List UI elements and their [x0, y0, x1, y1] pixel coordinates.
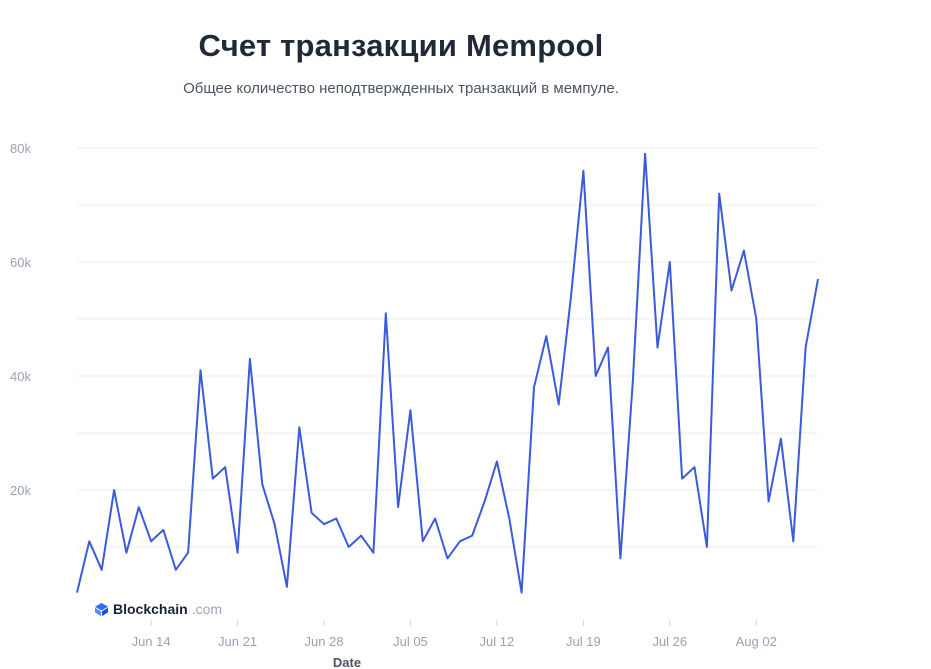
y-tick-label: 20k [10, 483, 31, 498]
chart-subtitle: Общее количество неподтвержденных транза… [183, 80, 619, 97]
logo-name: Blockchain [113, 601, 188, 617]
x-tick-label: Jul 05 [393, 634, 428, 649]
y-tick-label: 40k [10, 369, 31, 384]
x-tick-label: Jun 28 [304, 634, 343, 649]
grid-lines [77, 147, 818, 548]
x-tick-label: Jul 26 [652, 634, 687, 649]
blockchain-logo-icon [94, 602, 109, 616]
x-axis-title: Date [333, 655, 361, 669]
series-line[interactable] [76, 152, 819, 594]
logo-suffix: .com [191, 601, 223, 617]
y-axis-labels: 20k 40k 60k 80k [10, 141, 31, 498]
x-tick-label: Jun 14 [132, 634, 171, 649]
x-tick-label: Aug 02 [736, 634, 777, 649]
x-tick-label: Jul 12 [480, 634, 515, 649]
chart-title: Счет транзакции Mempool [198, 28, 604, 63]
y-tick-label: 60k [10, 255, 31, 270]
blockchain-logo[interactable]: Blockchain .com [94, 601, 222, 617]
y-tick-label: 80k [10, 141, 31, 156]
x-tick-label: Jun 21 [218, 634, 257, 649]
x-axis-labels: Jun 14 Jun 21 Jun 28 Jul 05 Jul 12 Jul 19 Jul … [132, 620, 777, 649]
x-tick-label: Jul 19 [566, 634, 601, 649]
